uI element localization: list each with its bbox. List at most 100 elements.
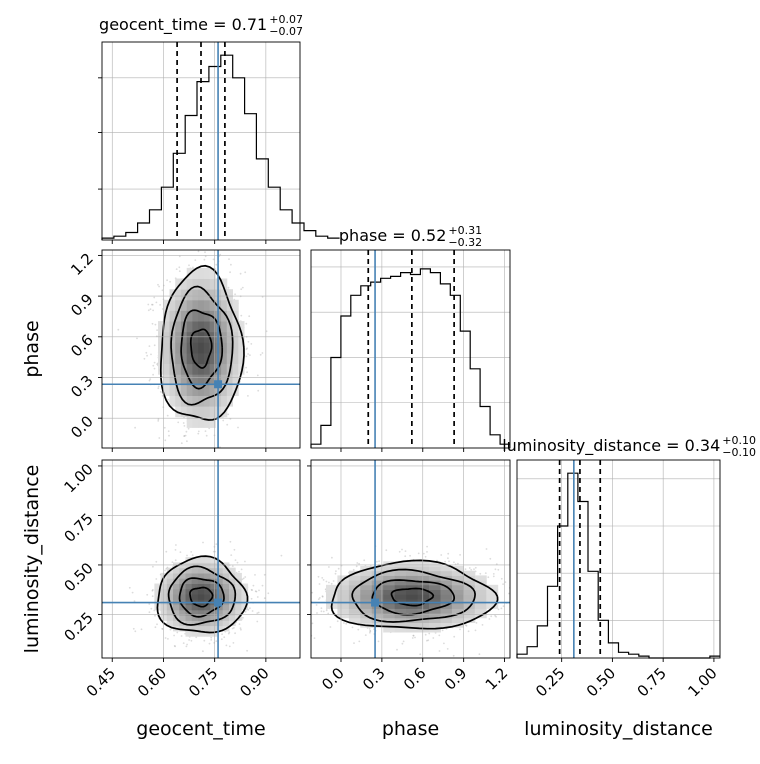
density-cell — [180, 374, 188, 386]
sample-point — [158, 437, 161, 439]
density-cell — [226, 395, 233, 407]
density-cell — [198, 342, 205, 354]
density-cell — [229, 583, 236, 590]
density-cell — [371, 594, 384, 600]
sample-point — [251, 589, 254, 591]
density-cell — [173, 562, 180, 569]
density-cell — [179, 572, 186, 579]
density-cell — [394, 617, 407, 623]
sample-point — [134, 426, 137, 429]
density-cell — [203, 395, 211, 407]
density-cell — [326, 594, 338, 600]
density-cell — [186, 395, 193, 407]
density-cell — [429, 584, 441, 590]
density-cell — [474, 603, 487, 609]
sample-point — [204, 251, 206, 254]
density-cell — [474, 589, 487, 595]
density-cell — [216, 588, 224, 595]
sample-point — [161, 627, 164, 630]
sample-point — [325, 580, 328, 583]
sample-point — [238, 623, 241, 625]
contour-line — [159, 264, 245, 421]
density-cell — [232, 353, 239, 365]
sample-point — [156, 363, 159, 365]
sample-point — [318, 597, 321, 599]
density-cell — [186, 363, 193, 375]
density-cell — [185, 625, 193, 632]
density-cell — [198, 384, 205, 396]
sample-point — [495, 615, 497, 618]
sample-point — [330, 582, 333, 585]
density-cell — [198, 299, 205, 311]
density-cell — [486, 584, 499, 590]
density-cell — [158, 342, 165, 354]
density-cell — [198, 363, 205, 375]
sample-point — [186, 554, 188, 557]
density-cell — [474, 575, 487, 581]
density-cell — [175, 321, 182, 333]
sample-point — [440, 554, 443, 556]
density-cell — [160, 609, 168, 616]
sample-point — [164, 439, 167, 442]
density-cell — [371, 589, 384, 595]
density-cell — [360, 589, 373, 595]
density-cell — [198, 374, 205, 386]
density-cell — [451, 617, 464, 623]
sample-point — [308, 604, 310, 606]
sample-point — [166, 414, 169, 417]
density-cell — [226, 310, 233, 322]
sample-point — [175, 544, 177, 546]
sample-point — [182, 642, 185, 644]
sample-point — [355, 565, 358, 568]
sample-point — [444, 560, 446, 563]
density-cell — [210, 609, 217, 616]
density-cell — [185, 562, 193, 569]
title-main: luminosity_distance = 0.34 — [502, 436, 720, 456]
density-cell — [173, 588, 180, 595]
density-cell — [371, 570, 384, 576]
sample-point — [487, 576, 490, 579]
sample-point — [231, 565, 234, 567]
density-cell — [394, 599, 407, 605]
density-cell — [166, 604, 174, 611]
density-cell — [383, 627, 396, 633]
sample-point — [369, 630, 372, 632]
sample-point — [470, 568, 473, 571]
density-cell — [406, 622, 418, 628]
sample-point — [536, 590, 538, 592]
sample-point — [204, 255, 207, 258]
sample-point — [151, 303, 153, 306]
contour-line — [156, 555, 249, 634]
density-cell — [474, 594, 487, 600]
density-cell — [371, 622, 384, 628]
density-cell — [186, 406, 193, 418]
density-cell — [209, 267, 216, 279]
sample-point — [334, 572, 337, 575]
sample-point — [464, 624, 467, 626]
density-cell — [406, 584, 418, 590]
sample-point — [485, 548, 488, 550]
sample-point — [159, 391, 162, 393]
sample-point — [457, 562, 459, 565]
sample-point — [261, 352, 264, 354]
density-cell — [221, 342, 228, 354]
sample-point — [148, 345, 151, 347]
density-cell — [222, 583, 230, 590]
sample-point — [190, 639, 193, 642]
sample-point — [244, 610, 247, 613]
contour-line — [390, 587, 435, 607]
sample-point — [195, 636, 198, 639]
density-cell — [197, 615, 205, 621]
density-cell — [221, 384, 228, 396]
density-cell — [191, 562, 199, 569]
density-cell — [197, 557, 205, 563]
density-cell — [451, 589, 464, 595]
sample-point — [364, 634, 367, 636]
sample-point — [321, 577, 324, 579]
sample-point — [255, 590, 258, 593]
density-cell — [417, 575, 430, 581]
sample-point — [161, 289, 164, 292]
sample-point — [244, 576, 247, 578]
density-cell — [192, 278, 199, 290]
density-cell — [429, 617, 441, 623]
